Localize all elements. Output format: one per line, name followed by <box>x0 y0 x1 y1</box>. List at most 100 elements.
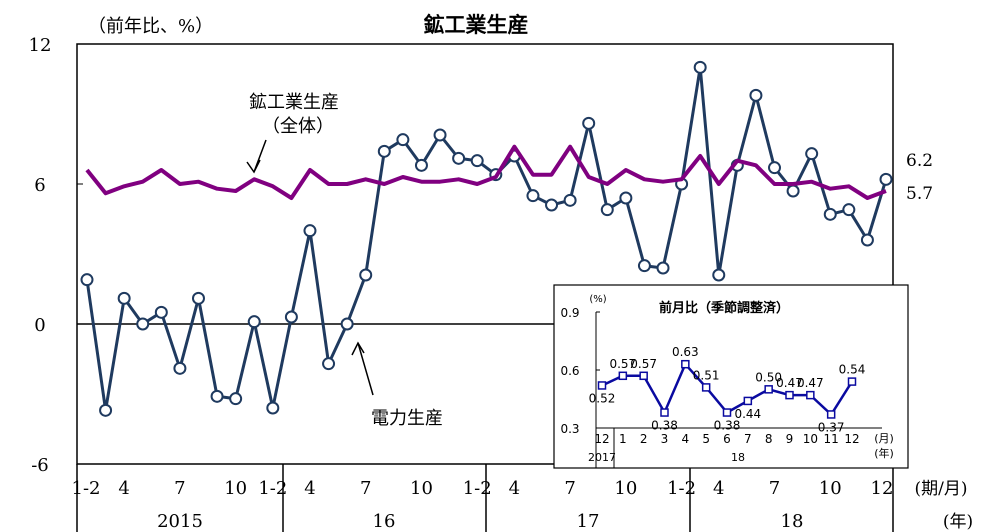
data-point-electricity <box>452 151 466 165</box>
inset-data-point <box>806 390 815 400</box>
data-point-electricity <box>284 310 298 324</box>
inset-data-label: 0.63 <box>672 345 699 359</box>
inset-x-tick-label: 5 <box>702 432 710 446</box>
y-tick-label: 0 <box>34 315 45 336</box>
inset-data-point <box>660 408 669 417</box>
x-tick-label: 1-2 <box>72 478 101 499</box>
x-tick-label: 4 <box>713 478 724 499</box>
data-point-electricity <box>210 389 224 403</box>
data-point-electricity <box>712 268 726 282</box>
data-point-electricity <box>805 147 819 161</box>
series-name-electricity: 電力生産 <box>371 408 443 429</box>
x-tick-label: 1-2 <box>258 478 287 499</box>
data-point-electricity <box>563 193 577 207</box>
data-point-electricity <box>136 317 150 331</box>
inset-x-tick-label: 1 <box>619 432 627 446</box>
inset-data-point <box>764 385 773 394</box>
inset-x-unit-year: (年) <box>874 446 894 460</box>
inset-x-tick-label: 6 <box>723 432 731 446</box>
data-point-electricity <box>191 291 205 305</box>
x-tick-label: 10 <box>614 478 637 499</box>
x-tick-label: 10 <box>410 478 433 499</box>
inset-x-tick-label: 11 <box>824 432 839 446</box>
inset-data-point <box>639 371 648 381</box>
inset-data-point <box>847 377 857 386</box>
inset-data-label: 0.52 <box>589 391 616 405</box>
inset-data-point <box>681 359 690 369</box>
inset-y-tick-label: 0.3 <box>560 422 579 436</box>
inset-data-label: 0.50 <box>755 370 782 384</box>
inset-x-tick-label: 2 <box>640 432 648 446</box>
data-point-electricity <box>860 233 874 247</box>
data-point-electricity <box>229 392 243 406</box>
inset-x-tick-label: 12 <box>844 432 859 446</box>
year-label: 17 <box>577 511 600 532</box>
data-point-electricity <box>656 261 670 275</box>
inset-data-point <box>722 408 732 417</box>
annotation-arrow-electricity <box>351 341 374 396</box>
data-point-electricity <box>786 184 800 198</box>
data-point-electricity <box>749 88 763 102</box>
x-axis-unit: (期/月) <box>915 479 968 499</box>
inset-box <box>553 284 909 469</box>
inset-y-tick-label: 0.6 <box>560 364 579 378</box>
y-tick-label: 6 <box>34 175 45 196</box>
data-point-electricity <box>247 315 261 329</box>
data-point-electricity <box>433 128 447 142</box>
data-point-electricity <box>768 161 782 175</box>
x-tick-label: 1-2 <box>463 478 492 499</box>
inset-data-label: 0.37 <box>818 420 845 434</box>
y-axis-unit: （前年比、%） <box>88 16 213 37</box>
data-point-electricity <box>377 144 391 158</box>
data-point-electricity <box>359 268 373 282</box>
inset-data-label: 0.57 <box>630 357 657 371</box>
inset-title: 前月比（季節調整済） <box>659 300 789 316</box>
x-tick-label: 7 <box>769 478 780 499</box>
year-label: 18 <box>781 511 804 532</box>
x-tick-label: 7 <box>360 478 371 499</box>
inset-data-point <box>826 410 836 419</box>
data-point-electricity <box>322 357 336 371</box>
data-point-electricity <box>600 203 614 217</box>
series-name-industrial: 鉱工業生産 <box>249 92 339 113</box>
x-tick-label: 10 <box>224 478 247 499</box>
y-tick-label: 12 <box>29 35 52 56</box>
inset-data-label: 0.54 <box>839 363 866 377</box>
data-point-electricity <box>396 133 410 147</box>
end-label-electricity: 6.2 <box>906 151 933 171</box>
data-point-electricity <box>340 317 354 331</box>
data-point-electricity <box>266 401 280 415</box>
inset-data-label: 0.51 <box>693 368 720 382</box>
data-point-electricity <box>80 273 94 287</box>
inset-x-tick-label: 4 <box>682 432 690 446</box>
data-point-electricity <box>582 116 596 130</box>
inset-x-tick-label: 10 <box>803 432 818 446</box>
inset-data-point <box>618 371 628 381</box>
year-label: 16 <box>373 511 396 532</box>
inset-year-label: 18 <box>731 451 745 464</box>
inset-x-tick-label: 8 <box>765 432 773 446</box>
data-point-electricity <box>619 191 633 205</box>
x-tick-label: 4 <box>509 478 520 499</box>
inset-data-point <box>597 381 607 390</box>
y-tick-label: -6 <box>31 455 49 476</box>
inset-y-unit: (%) <box>589 294 606 305</box>
series-line-industrial <box>85 144 887 200</box>
data-point-electricity <box>117 291 131 305</box>
data-point-electricity <box>526 189 540 203</box>
data-point-electricity <box>637 259 651 273</box>
data-point-electricity <box>823 207 837 221</box>
inset-x-tick-label: 7 <box>744 432 752 446</box>
x-tick-label: 4 <box>304 478 315 499</box>
inset-x-tick-label: 9 <box>786 432 794 446</box>
data-point-electricity <box>303 224 317 238</box>
data-point-electricity <box>842 203 856 217</box>
inset-data-point <box>743 396 753 406</box>
annotation-arrow-industrial <box>246 139 267 174</box>
data-point-electricity <box>693 60 707 74</box>
inset-data-label: 0.47 <box>776 376 803 390</box>
x-tick-label: 7 <box>174 478 185 499</box>
inset-data-label: 0.38 <box>714 419 741 433</box>
inset-x-tick-label: 12 <box>594 432 609 446</box>
plot-area <box>76 43 894 465</box>
